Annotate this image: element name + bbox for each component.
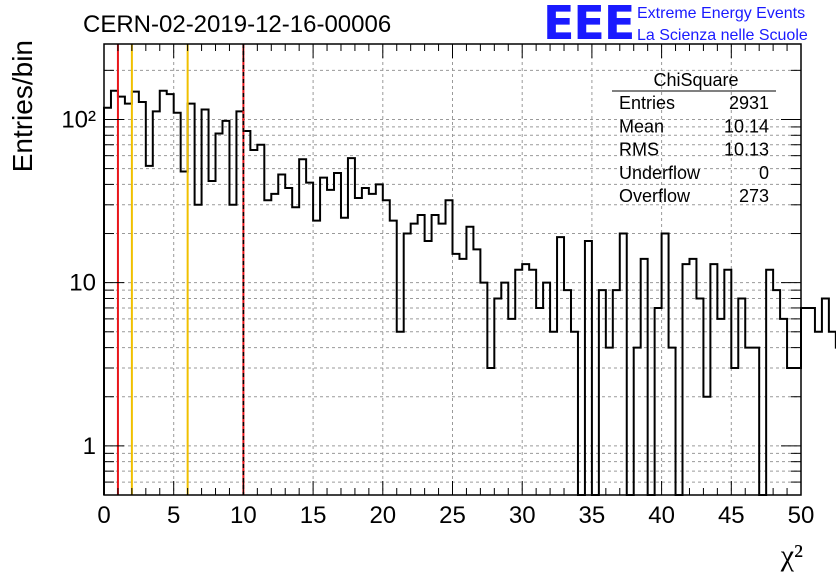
x-tick-label: 25 — [439, 502, 466, 529]
stats-box-value: 2931 — [729, 93, 769, 113]
chart-title: CERN-02-2019-12-16-00006 — [83, 11, 392, 38]
y-tick-label: 1 — [83, 433, 96, 460]
x-tick-label: 30 — [509, 502, 536, 529]
x-tick-label: 10 — [230, 502, 257, 529]
x-tick-label: 0 — [97, 502, 110, 529]
axis-ticks — [103, 44, 802, 496]
eee-logo-text: Extreme Energy Events La Scienza nelle S… — [637, 3, 808, 47]
x-tick-label: 5 — [167, 502, 180, 529]
y-tick-label: 10² — [61, 106, 96, 133]
stats-box-label: RMS — [619, 140, 659, 160]
x-tick-label: 15 — [300, 502, 327, 529]
x-axis-label: χ² — [780, 539, 803, 572]
x-tick-labels: 0 5 10 15 20 25 30 35 40 45 50 — [97, 502, 814, 529]
x-tick-label: 35 — [579, 502, 606, 529]
x-tick-label: 40 — [648, 502, 675, 529]
stats-box-label: Overflow — [619, 186, 691, 206]
stats-box-label: Mean — [619, 116, 664, 136]
x-tick-label: 50 — [788, 502, 815, 529]
y-axis-label: Entries/bin — [7, 40, 38, 172]
eee-logo-line1: Extreme Energy Events — [637, 5, 806, 22]
stats-box-label: Entries — [619, 93, 675, 113]
grid-lines — [104, 44, 801, 495]
reference-lines — [116, 44, 245, 495]
stats-box-value: 273 — [739, 186, 769, 206]
eee-logo-line2: La Scienza nelle Scuole — [637, 27, 808, 44]
stats-box: ChiSquare Entries 2931 Mean 10.14 RMS 10.13 Und… — [612, 70, 776, 206]
stats-box-value: 10.14 — [724, 116, 769, 136]
eee-logo-mark: EEE — [543, 0, 635, 50]
y-tick-labels: 1 10 10² — [61, 106, 96, 459]
stats-box-title: ChiSquare — [653, 70, 738, 90]
y-tick-label: 10 — [69, 270, 96, 297]
x-tick-label: 45 — [718, 502, 745, 529]
stats-box-value: 0 — [759, 163, 769, 183]
stats-box-value: 10.13 — [724, 140, 769, 160]
stats-box-label: Underflow — [619, 163, 701, 183]
x-tick-label: 20 — [369, 502, 396, 529]
